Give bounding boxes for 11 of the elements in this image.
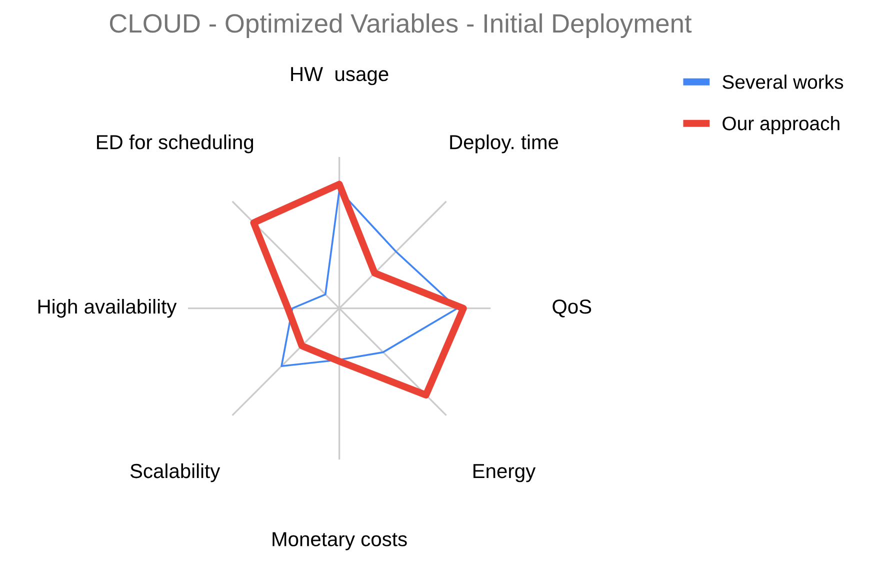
spoke-label: Energy xyxy=(473,464,536,482)
spoke-label: High availability xyxy=(38,298,177,318)
spoke-label: QoS xyxy=(552,299,592,318)
spoke-label: ED for scheduling xyxy=(97,134,254,154)
spoke-label: Monetary costs xyxy=(272,532,407,550)
spoke-label: HW usage xyxy=(291,67,388,86)
spoke-label: Scalability xyxy=(130,463,220,482)
chart-title: CLOUD - Optimized Variables - Initial Deployment xyxy=(110,13,692,38)
legend-label: Several works xyxy=(722,74,844,89)
legend-label: Our approach xyxy=(722,116,840,134)
spoke-label: Deploy. time xyxy=(450,134,558,154)
